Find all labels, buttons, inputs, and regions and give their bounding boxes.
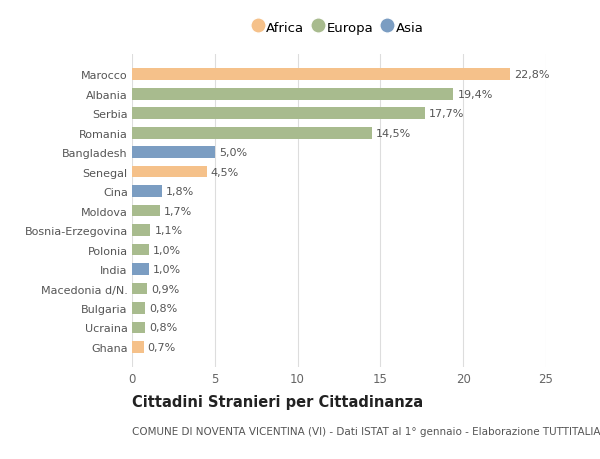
- Bar: [132, 108, 425, 120]
- Text: Cittadini Stranieri per Cittadinanza: Cittadini Stranieri per Cittadinanza: [132, 394, 423, 409]
- Legend: Africa, Europa, Asia: Africa, Europa, Asia: [254, 21, 424, 34]
- Bar: [132, 263, 149, 275]
- Text: 0,7%: 0,7%: [148, 342, 176, 352]
- Bar: [132, 302, 145, 314]
- Bar: [132, 341, 143, 353]
- Text: 0,8%: 0,8%: [149, 323, 178, 333]
- Bar: [132, 69, 509, 81]
- Text: 17,7%: 17,7%: [429, 109, 464, 119]
- Text: 0,8%: 0,8%: [149, 303, 178, 313]
- Text: 1,8%: 1,8%: [166, 187, 194, 197]
- Text: 1,0%: 1,0%: [152, 264, 181, 274]
- Text: COMUNE DI NOVENTA VICENTINA (VI) - Dati ISTAT al 1° gennaio - Elaborazione TUTTI: COMUNE DI NOVENTA VICENTINA (VI) - Dati …: [132, 426, 600, 436]
- Text: 22,8%: 22,8%: [514, 70, 549, 80]
- Bar: [132, 205, 160, 217]
- Bar: [132, 89, 453, 101]
- Bar: [132, 225, 150, 236]
- Text: 4,5%: 4,5%: [211, 167, 239, 177]
- Text: 14,5%: 14,5%: [376, 129, 412, 139]
- Bar: [132, 322, 145, 334]
- Bar: [132, 244, 149, 256]
- Text: 1,7%: 1,7%: [164, 206, 193, 216]
- Text: 5,0%: 5,0%: [219, 148, 247, 158]
- Bar: [132, 167, 206, 178]
- Text: 1,0%: 1,0%: [152, 245, 181, 255]
- Bar: [132, 147, 215, 159]
- Text: 19,4%: 19,4%: [457, 90, 493, 100]
- Bar: [132, 186, 162, 197]
- Bar: [132, 283, 147, 295]
- Bar: [132, 128, 372, 139]
- Text: 0,9%: 0,9%: [151, 284, 179, 294]
- Text: 1,1%: 1,1%: [154, 225, 182, 235]
